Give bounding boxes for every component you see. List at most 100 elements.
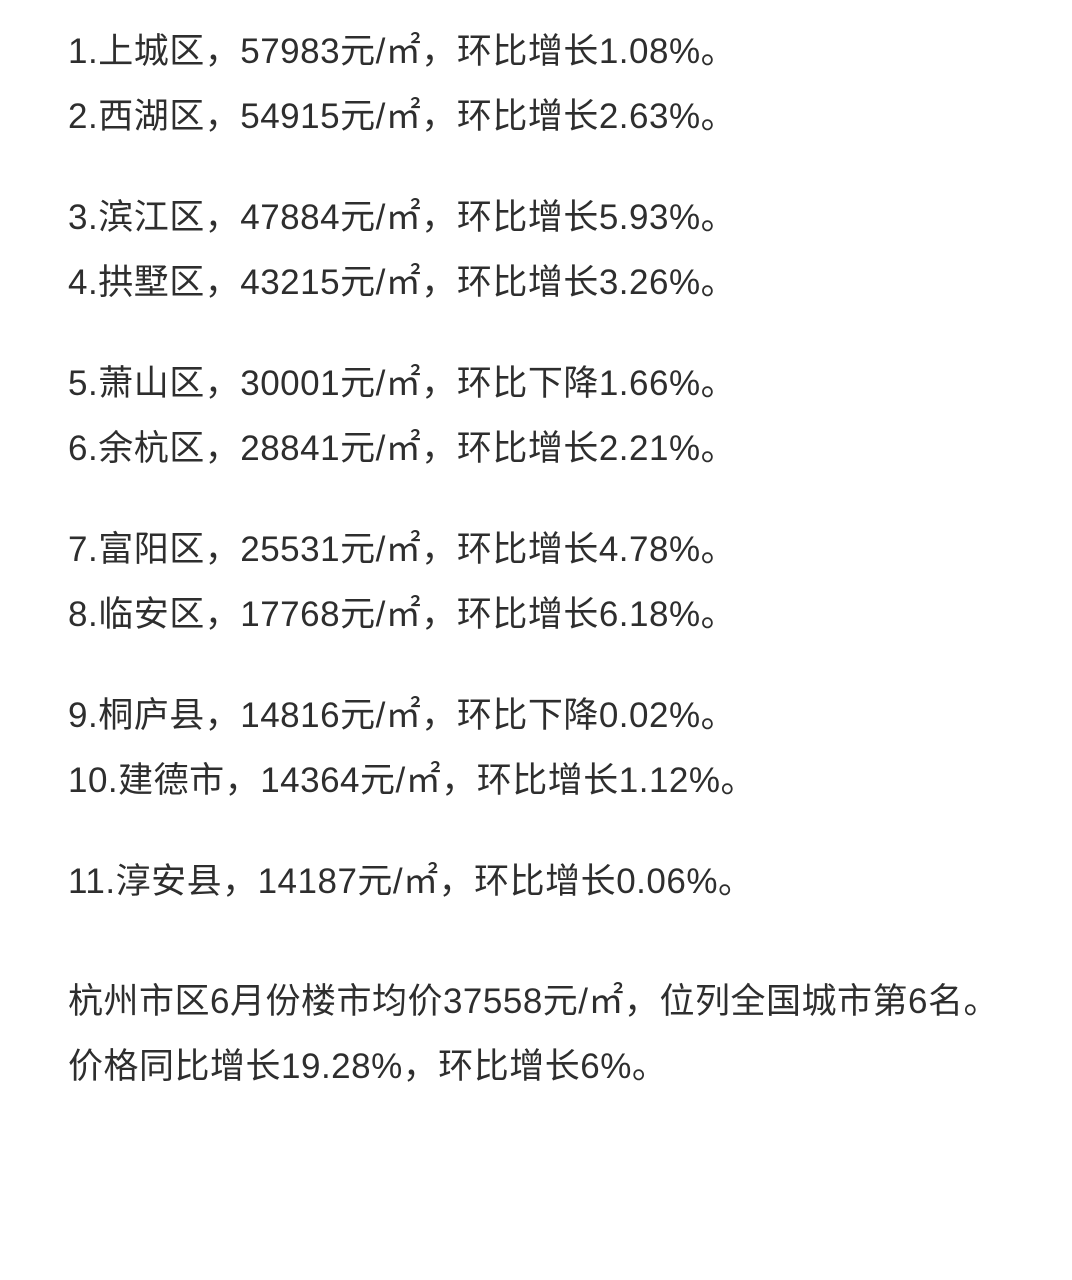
row-price: 17768 [240, 595, 340, 634]
price-row: 8.临安区，17768元/㎡，环比增长6.18%。 [68, 597, 1022, 632]
row-comma: ， [421, 32, 457, 71]
row-index: 9. [68, 696, 98, 735]
row-comma: ， [421, 97, 457, 136]
row-period: 。 [701, 530, 737, 569]
row-district: 滨江区 [98, 198, 205, 237]
row-comma: ， [421, 263, 457, 302]
row-pct: % [669, 364, 701, 403]
row-price: 47884 [240, 198, 340, 237]
row-unit: 元/㎡ [340, 32, 421, 71]
summary-paragraph: 杭州市区6月份楼市均价37558元/㎡，位列全国城市第6名。价格同比增长19.2… [68, 969, 1022, 1099]
row-pct: % [669, 32, 701, 71]
row-period: 。 [718, 862, 754, 901]
row-comma: ， [205, 263, 241, 302]
row-unit: 元/㎡ [340, 530, 421, 569]
row-change-label: 环比增长 [457, 595, 599, 634]
summary-rank: 6 [908, 982, 928, 1021]
row-comma: ， [205, 530, 241, 569]
row-change-label: 环比增长 [457, 97, 599, 136]
row-period: 。 [701, 97, 737, 136]
row-change-label: 环比下降 [457, 696, 599, 735]
row-unit: 元/㎡ [340, 595, 421, 634]
row-index: 6. [68, 429, 98, 468]
row-comma: ， [421, 198, 457, 237]
row-change-value: 1.08 [599, 32, 669, 71]
row-change-value: 0.02 [599, 696, 669, 735]
row-comma: ， [441, 761, 477, 800]
row-price: 30001 [240, 364, 340, 403]
row-change-label: 环比下降 [457, 364, 599, 403]
summary-rank-suffix: 名。 [928, 982, 999, 1021]
price-row: 2.西湖区，54915元/㎡，环比增长2.63%。 [68, 99, 1022, 134]
summary-yoy-prefix: 价格同比增长 [68, 1047, 281, 1086]
row-unit: 元/㎡ [340, 198, 421, 237]
row-change-value: 2.63 [599, 97, 669, 136]
row-change-value: 5.93 [599, 198, 669, 237]
row-pct: % [669, 198, 701, 237]
row-pct: % [669, 263, 701, 302]
group-gap [68, 828, 1022, 864]
row-index: 7. [68, 530, 98, 569]
row-price: 14364 [260, 761, 360, 800]
row-unit: 元/㎡ [360, 761, 441, 800]
row-change-label: 环比增长 [457, 32, 599, 71]
price-list: 1.上城区，57983元/㎡，环比增长1.08%。2.西湖区，54915元/㎡，… [68, 34, 1022, 965]
row-change-label: 环比增长 [457, 429, 599, 468]
price-row: 11.淳安县，14187元/㎡，环比增长0.06%。 [68, 864, 1022, 899]
price-row: 3.滨江区，47884元/㎡，环比增长5.93%。 [68, 200, 1022, 235]
row-comma: ， [421, 429, 457, 468]
row-district: 富阳区 [98, 530, 205, 569]
price-row: 4.拱墅区，43215元/㎡，环比增长3.26%。 [68, 265, 1022, 300]
row-comma: ， [205, 32, 241, 71]
row-period: 。 [701, 696, 737, 735]
row-change-value: 4.78 [599, 530, 669, 569]
row-comma: ， [205, 97, 241, 136]
price-row: 6.余杭区，28841元/㎡，环比增长2.21%。 [68, 431, 1022, 466]
price-row: 7.富阳区，25531元/㎡，环比增长4.78%。 [68, 532, 1022, 567]
row-unit: 元/㎡ [340, 364, 421, 403]
row-change-value: 0.06 [616, 862, 686, 901]
price-row: 10.建德市，14364元/㎡，环比增长1.12%。 [68, 763, 1022, 798]
row-unit: 元/㎡ [357, 862, 438, 901]
summary-period: 。 [632, 1047, 668, 1086]
row-pct: % [669, 530, 701, 569]
row-district: 西湖区 [98, 97, 205, 136]
row-period: 。 [701, 364, 737, 403]
row-district: 余杭区 [98, 429, 205, 468]
row-district: 拱墅区 [98, 263, 205, 302]
row-comma: ， [421, 696, 457, 735]
summary-prefix: 杭州市区6月份楼市均价 [68, 982, 443, 1021]
row-change-value: 2.21 [599, 429, 669, 468]
price-row: 1.上城区，57983元/㎡，环比增长1.08%。 [68, 34, 1022, 69]
summary-avg-price: 37558 [443, 982, 543, 1021]
row-change-label: 环比增长 [457, 530, 599, 569]
row-index: 5. [68, 364, 98, 403]
document-page: 1.上城区，57983元/㎡，环比增长1.08%。2.西湖区，54915元/㎡，… [0, 0, 1072, 1099]
row-period: 。 [701, 429, 737, 468]
row-price: 43215 [240, 263, 340, 302]
row-pct: % [669, 97, 701, 136]
row-comma: ， [205, 198, 241, 237]
row-unit: 元/㎡ [340, 429, 421, 468]
row-district: 上城区 [98, 32, 205, 71]
row-change-label: 环比增长 [457, 263, 599, 302]
summary-mom-prefix: ，环比增长 [403, 1047, 581, 1086]
row-district: 萧山区 [98, 364, 205, 403]
summary-mom-pct: % [600, 1047, 632, 1086]
price-row: 5.萧山区，30001元/㎡，环比下降1.66%。 [68, 366, 1022, 401]
row-comma: ， [205, 429, 241, 468]
row-index: 1. [68, 32, 98, 71]
summary-midfix: ，位列全国城市第 [624, 982, 908, 1021]
summary-unit: 元/㎡ [543, 982, 624, 1021]
summary-mom: 6 [580, 1047, 600, 1086]
summary-yoy-pct: % [371, 1047, 403, 1086]
row-pct: % [689, 761, 721, 800]
row-comma: ， [205, 595, 241, 634]
row-comma: ， [222, 862, 258, 901]
row-comma: ， [421, 595, 457, 634]
row-comma: ， [421, 364, 457, 403]
row-period: 。 [701, 263, 737, 302]
row-comma: ， [439, 862, 475, 901]
row-price: 28841 [240, 429, 340, 468]
row-change-value: 1.66 [599, 364, 669, 403]
